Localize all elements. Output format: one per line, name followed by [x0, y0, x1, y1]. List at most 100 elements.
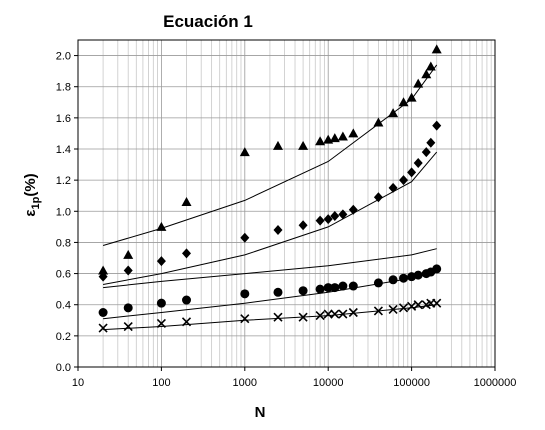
cross-marker-stroke [273, 312, 283, 322]
triangle-marker [421, 69, 432, 79]
cross-marker [156, 318, 166, 328]
trend-line [102, 64, 438, 246]
grid-lines [77, 40, 495, 368]
cross-marker-stroke [123, 321, 133, 332]
cross-marker-stroke [298, 312, 308, 322]
circle-marker [338, 281, 348, 291]
circle-marker [240, 289, 250, 299]
cross-marker-stroke [373, 306, 383, 316]
cross-marker [373, 306, 383, 316]
triangle-marker [98, 265, 109, 275]
x-tick-labels: 10 100 1000 10000 100000 1000000 [72, 367, 517, 389]
cross-marker-stroke [156, 318, 166, 328]
cross-marker-stroke [240, 314, 250, 324]
circle-marker [156, 298, 166, 308]
cross-marker-stroke [315, 311, 325, 321]
triangle-marker [181, 196, 192, 206]
triangle-marker [315, 136, 326, 146]
cross-marker [123, 321, 133, 332]
y-tick-label: 0.0 [56, 362, 71, 374]
chart-title: Ecuación 1 [163, 12, 253, 31]
cross-marker-stroke [98, 323, 108, 333]
y-tick-label: 1.6 [56, 113, 71, 125]
cross-marker-stroke [413, 300, 423, 310]
cross-marker-stroke [388, 304, 398, 314]
x-tick-label: 1000 [233, 377, 257, 389]
cross-marker [240, 314, 250, 324]
y-tick-label: 1.0 [56, 206, 71, 218]
diamond-marker [330, 210, 340, 221]
diamond-marker [315, 215, 325, 226]
cross-marker [315, 311, 325, 321]
y-axis-title-sub: 1p [30, 196, 42, 209]
diamond-marker [348, 204, 358, 215]
circle-marker [432, 264, 442, 274]
cross-marker-stroke [407, 301, 417, 311]
diamond-marker [298, 220, 308, 231]
cross-marker [388, 304, 398, 314]
circle-marker [323, 283, 333, 293]
y-axis-title-group: ε1p(%) [22, 173, 42, 216]
cross-marker-stroke [181, 317, 192, 327]
diamond-marker [156, 256, 166, 267]
trend-line [103, 248, 437, 289]
diamond-marker [123, 265, 133, 276]
trend-line [103, 151, 438, 285]
triangle-marker [425, 61, 436, 71]
x-tick-label: 100 [152, 377, 170, 389]
triangle-marker [337, 131, 348, 141]
circle-marker [373, 278, 383, 288]
cross-marker [330, 309, 340, 319]
cross-marker [98, 323, 108, 333]
circle-marker [273, 287, 283, 297]
circle-marker [388, 275, 398, 285]
y-tick-label: 1.8 [56, 82, 71, 94]
x-tick-label: 10 [72, 377, 84, 389]
triangle-marker [329, 133, 340, 143]
cross-marker [432, 298, 442, 308]
cross-marker [181, 317, 192, 327]
y-axis-title-main: ε [22, 210, 39, 217]
y-tick-label: 0.2 [56, 331, 71, 343]
circle-marker [298, 286, 308, 296]
cross-marker-stroke [323, 309, 333, 319]
y-tick-label: 2.0 [56, 51, 71, 63]
diamond-marker [240, 232, 250, 243]
diamond-marker [338, 209, 348, 220]
triangle-marker [348, 128, 359, 138]
cross-marker-stroke [330, 309, 340, 319]
triangle-marker [398, 97, 409, 107]
diamond-marker [182, 248, 192, 259]
cross-marker [323, 309, 333, 319]
cross-marker-stroke [338, 309, 348, 319]
triangle-marker [406, 92, 417, 102]
triangle-marker [123, 249, 134, 259]
triangle-marker [373, 117, 384, 127]
circle-marker [348, 281, 358, 291]
triangle-marker [413, 78, 424, 88]
diamond-marker [407, 167, 417, 178]
x-tick-label: 10000 [313, 377, 344, 389]
diamond-marker [426, 137, 436, 148]
cross-marker [338, 309, 348, 319]
y-axis-title: ε1p(%) [22, 173, 42, 216]
cross-marker [407, 301, 417, 311]
circle-marker [123, 303, 133, 313]
x-tick-label: 100000 [393, 377, 430, 389]
circle-marker [98, 308, 108, 317]
diamond-marker [432, 120, 442, 131]
y-tick-label: 0.4 [56, 300, 71, 312]
triangle-marker [388, 108, 399, 118]
cross-marker [298, 312, 308, 322]
cross-marker [398, 303, 409, 313]
x-tick-label: 1000000 [474, 377, 517, 389]
y-tick-label: 1.4 [56, 144, 71, 156]
y-tick-label: 0.8 [56, 237, 71, 249]
circle-marker [330, 283, 340, 293]
cross-marker [348, 307, 358, 318]
circle-marker [182, 295, 192, 305]
diamond-marker [98, 271, 108, 282]
data-markers [98, 44, 442, 333]
